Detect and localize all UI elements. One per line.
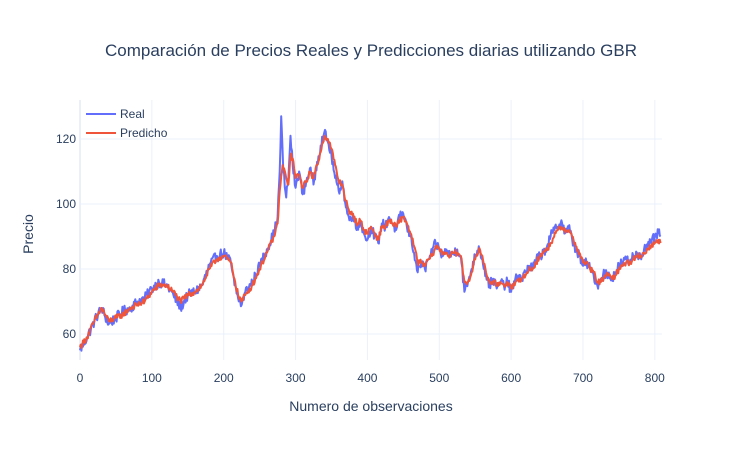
x-tick-label: 400 [357, 371, 377, 385]
x-tick-label: 800 [645, 371, 665, 385]
gridlines [79, 100, 662, 360]
legend-label: Predicho [120, 126, 168, 140]
x-tick-label: 600 [501, 371, 521, 385]
legend-item-real[interactable]: Real [86, 107, 145, 121]
x-tick-label: 100 [142, 371, 162, 385]
y-tick-label: 80 [63, 262, 77, 276]
x-axis-title: Numero de observaciones [289, 398, 452, 414]
y-tick-label: 60 [63, 327, 77, 341]
x-tick-label: 500 [429, 371, 449, 385]
x-tick-label: 200 [214, 371, 234, 385]
legend-item-predicho[interactable]: Predicho [86, 126, 168, 140]
y-axis-title: Precio [20, 214, 36, 254]
series-lines [79, 115, 662, 352]
x-tick-label: 0 [77, 371, 84, 385]
legend-label: Real [120, 107, 145, 121]
y-tick-label: 100 [56, 197, 76, 211]
x-tick-label: 700 [573, 371, 593, 385]
x-tick-label: 300 [286, 371, 306, 385]
series-line-predicho [79, 134, 662, 349]
chart-title: Comparación de Precios Reales y Predicci… [105, 41, 637, 60]
y-tick-label: 120 [56, 132, 76, 146]
tick-labels: 0 100 200 300 400 500 600 700 800 60 80 100 120 [56, 132, 665, 385]
legend[interactable]: Real Predicho [86, 107, 168, 140]
